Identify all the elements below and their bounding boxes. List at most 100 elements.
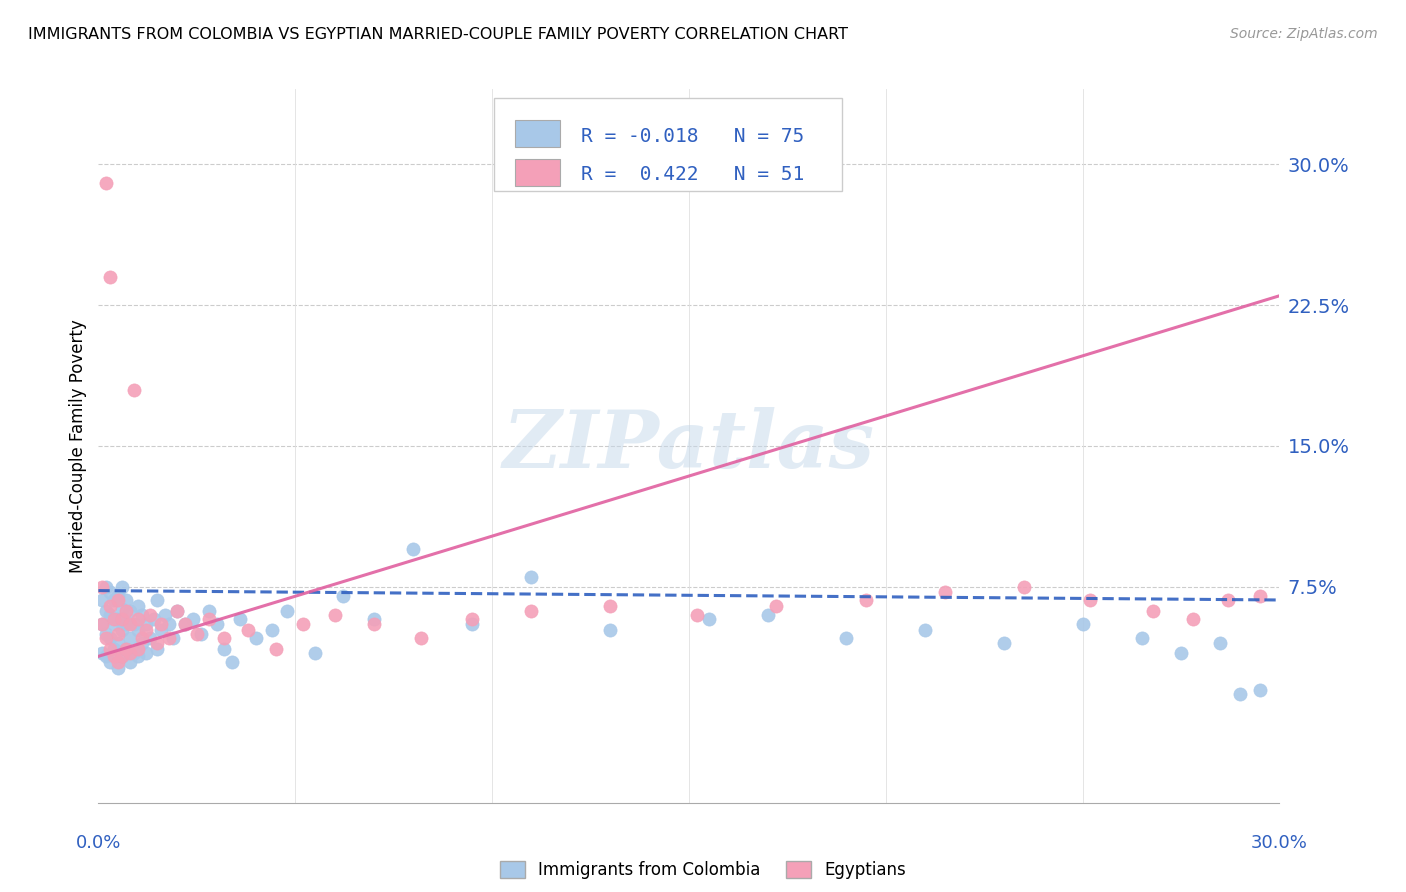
Point [292,617,315,632]
Point [162,631,184,645]
Point [1080,593,1102,607]
Point [1142,604,1164,618]
Point [520,604,543,618]
Point [186,627,208,641]
Point [765,599,787,613]
Point [155,607,177,622]
Point [461,612,484,626]
Text: Source: ZipAtlas.com: Source: ZipAtlas.com [1230,27,1378,41]
Point [118,655,141,669]
Text: ZIPatlas: ZIPatlas [503,408,875,484]
Point [138,607,160,622]
Point [181,612,204,626]
Point [166,604,188,618]
Point [107,660,129,674]
Point [835,631,858,645]
Point [332,589,354,603]
Point [1170,646,1192,660]
Point [756,607,779,622]
Point [260,623,283,637]
Point [127,649,149,664]
Point [276,604,298,618]
Point [934,585,956,599]
Point [461,617,484,632]
Point [118,617,141,632]
Text: 0.0%: 0.0% [76,834,121,852]
Point [111,602,134,616]
Point [174,617,197,632]
Point [323,607,346,622]
Point [115,641,138,656]
Point [197,612,219,626]
Point [98,585,121,599]
Point [103,617,125,632]
Point [111,623,134,637]
Point [1249,683,1271,698]
Point [127,623,149,637]
Text: 30.0%: 30.0% [1251,834,1308,852]
Point [146,636,169,650]
Point [157,631,180,645]
Point [150,617,173,632]
FancyBboxPatch shape [516,159,560,186]
Point [229,612,252,626]
Point [111,580,134,594]
FancyBboxPatch shape [516,120,560,147]
Point [855,593,877,607]
Point [107,612,129,626]
Point [118,646,141,660]
Point [127,599,149,613]
Point [118,604,141,618]
Point [135,646,157,660]
Point [103,641,125,656]
Point [103,612,125,626]
Point [131,607,153,622]
Legend: Immigrants from Colombia, Egyptians: Immigrants from Colombia, Egyptians [501,861,905,880]
Point [96,580,118,594]
Text: R = -0.018   N = 75: R = -0.018 N = 75 [582,127,804,145]
Point [122,646,145,660]
Point [115,604,138,618]
Point [96,627,118,641]
Point [131,636,153,650]
Point [205,617,228,632]
Point [411,631,433,645]
Point [914,623,936,637]
Point [1012,580,1035,594]
Point [111,649,134,664]
Point [146,593,169,607]
Point [107,589,129,603]
Point [115,617,138,632]
Point [91,580,114,594]
Point [107,627,129,641]
FancyBboxPatch shape [494,98,842,191]
Point [98,607,121,622]
Point [115,593,138,607]
Point [697,612,720,626]
Point [91,593,114,607]
Point [96,649,118,664]
Point [214,641,236,656]
Point [304,646,326,660]
Point [135,617,157,632]
Point [150,623,173,637]
Point [1181,612,1204,626]
Point [96,631,118,645]
Text: R =  0.422   N = 51: R = 0.422 N = 51 [582,165,804,185]
Point [599,599,621,613]
Point [98,270,121,285]
Point [111,612,134,626]
Point [363,612,385,626]
Point [157,617,180,632]
Point [127,612,149,626]
Point [107,593,129,607]
Point [103,649,125,664]
Point [98,631,121,645]
Point [520,570,543,584]
Point [1071,617,1094,632]
Point [166,604,188,618]
Point [1130,631,1153,645]
Point [197,604,219,618]
Point [138,631,160,645]
Text: IMMIGRANTS FROM COLOMBIA VS EGYPTIAN MARRIED-COUPLE FAMILY POVERTY CORRELATION C: IMMIGRANTS FROM COLOMBIA VS EGYPTIAN MAR… [28,27,848,42]
